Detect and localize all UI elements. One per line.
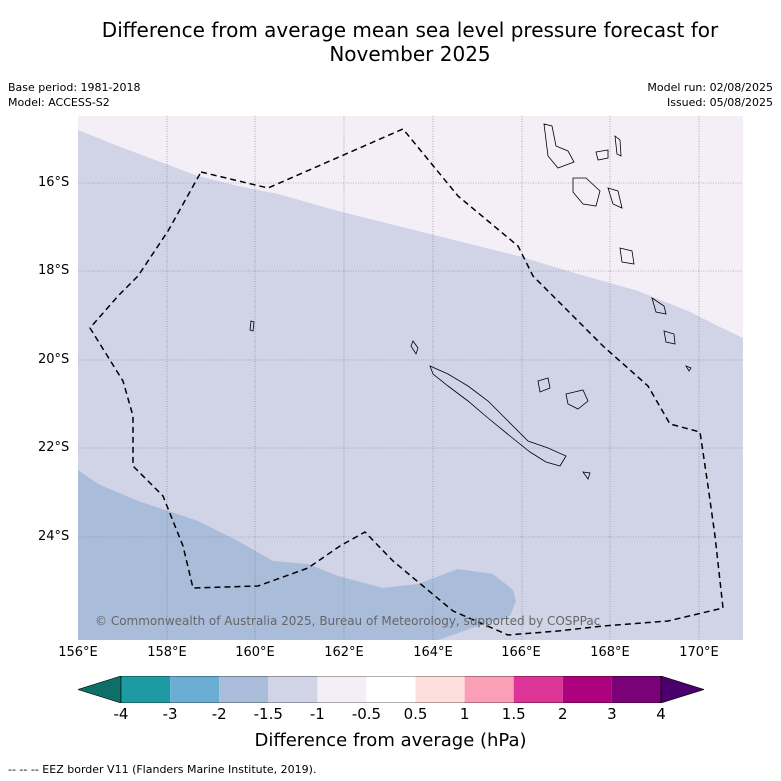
- island-hunter: [663, 330, 676, 345]
- island-new-caledonia: [429, 365, 567, 467]
- colorbar-arrow-high: [660, 676, 704, 703]
- lon-label-170e: 170°E: [679, 645, 719, 660]
- island-loyalty-2: [537, 377, 551, 393]
- lon-label-160e: 160°E: [235, 645, 275, 660]
- colorbar-segment: [219, 676, 269, 703]
- model-run: Model run: 02/08/2025: [647, 81, 773, 94]
- footnote-eez: -- -- -- EEZ border V11 (Flanders Marine…: [8, 763, 317, 776]
- island-matthew: [651, 297, 667, 315]
- anomaly-band-dark: [78, 470, 516, 640]
- island-vanuatu-efate: [572, 177, 601, 207]
- island-small-1: [685, 365, 692, 372]
- chart-title: Difference from average mean sea level p…: [60, 18, 760, 66]
- colorbar-tick-label: 1.5: [501, 705, 526, 723]
- island-small-2: [249, 320, 255, 332]
- anomaly-band-mid: [78, 130, 743, 640]
- lat-label-24s: 24°S: [38, 529, 70, 544]
- title-line-2: November 2025: [329, 42, 491, 66]
- colorbar-tick-label: -1.5: [253, 705, 283, 723]
- lat-label-16s: 16°S: [38, 175, 70, 190]
- lat-label-20s: 20°S: [38, 352, 70, 367]
- lon-label-168e: 168°E: [590, 645, 630, 660]
- colorbar-tick-label: 3: [607, 705, 617, 723]
- colorbar-segment: [415, 676, 465, 703]
- lat-label-18s: 18°S: [38, 263, 70, 278]
- title-line-1: Difference from average mean sea level p…: [101, 18, 719, 42]
- meta-right: Model run: 02/08/2025 Issued: 05/08/2025: [647, 80, 773, 110]
- colorbar-tick-label: -0.5: [351, 705, 382, 723]
- colorbar: [78, 676, 704, 703]
- colorbar-border: [120, 676, 662, 703]
- island-vanuatu-6: [619, 247, 635, 265]
- issued-date: Issued: 05/08/2025: [666, 96, 773, 109]
- coastlines: [249, 123, 692, 480]
- colorbar-arrow-low: [78, 676, 122, 703]
- lon-label-156e: 156°E: [58, 645, 98, 660]
- colorbar-label: Difference from average (hPa): [254, 730, 527, 751]
- colorbar-segment: [317, 676, 367, 703]
- colorbar-tick-label: -1: [309, 705, 325, 723]
- island-vanuatu-5: [607, 187, 623, 209]
- lon-label-158e: 158°E: [147, 645, 187, 660]
- island-vanuatu-2: [595, 149, 609, 161]
- lon-label-164e: 164°E: [413, 645, 453, 660]
- island-isle-of-pines: [582, 471, 591, 480]
- base-period: Base period: 1981-2018: [8, 81, 141, 94]
- colorbar-segment: [611, 676, 661, 703]
- graticule: [78, 116, 743, 640]
- island-loyalty-3: [565, 389, 589, 410]
- island-loyalty-1: [410, 340, 419, 355]
- colorbar-tick-label: 0.5: [403, 705, 428, 723]
- colorbar-segment: [121, 676, 171, 703]
- copyright-text: © Commonwealth of Australia 2025, Bureau…: [95, 614, 601, 628]
- colorbar-tick-label: 4: [656, 705, 666, 723]
- colorbar-segment: [513, 676, 563, 703]
- island-vanuatu-3: [614, 135, 622, 157]
- meta-left: Base period: 1981-2018 Model: ACCESS-S2: [8, 80, 140, 110]
- colorbar-tick-label: 2: [558, 705, 568, 723]
- colorbar-segment: [170, 676, 220, 703]
- lon-label-162e: 162°E: [324, 645, 364, 660]
- map: [78, 116, 743, 640]
- lat-label-22s: 22°S: [38, 440, 70, 455]
- colorbar-segment: [464, 676, 514, 703]
- colorbar-segment: [562, 676, 612, 703]
- eez-border: [89, 128, 724, 636]
- colorbar-segment: [366, 676, 416, 703]
- model-name: Model: ACCESS-S2: [8, 96, 110, 109]
- colorbar-tick-label: -3: [162, 705, 178, 723]
- colorbar-tick-label: -2: [211, 705, 227, 723]
- colorbar-tick-label: -4: [113, 705, 129, 723]
- lon-label-166e: 166°E: [501, 645, 541, 660]
- colorbar-segment: [268, 676, 318, 703]
- colorbar-tick-label: 1: [459, 705, 470, 723]
- island-vanuatu-espiritu: [543, 123, 575, 169]
